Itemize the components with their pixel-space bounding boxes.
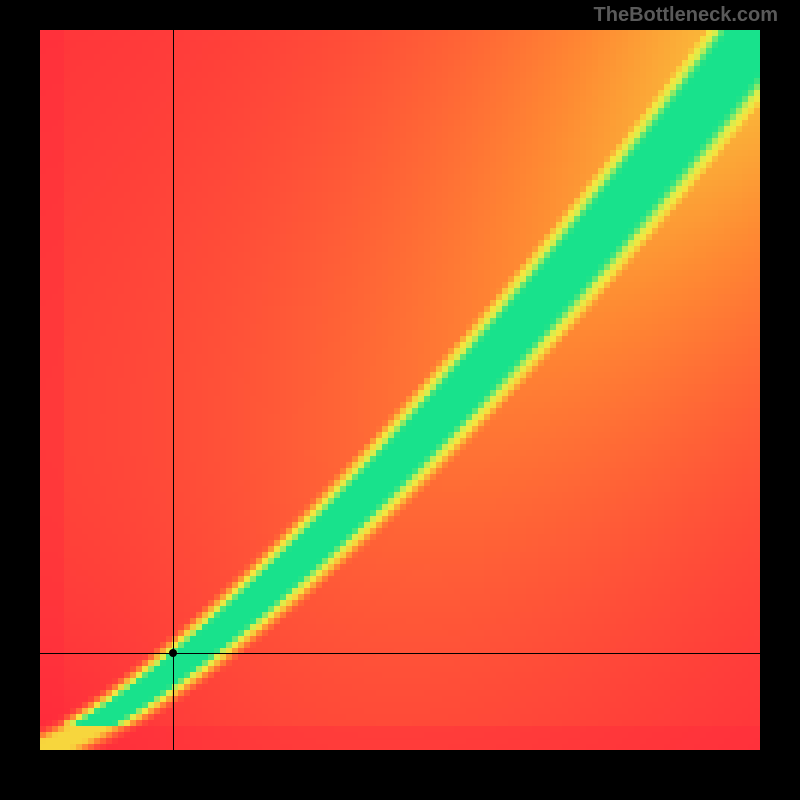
watermark-text: TheBottleneck.com	[594, 4, 778, 27]
chart-container: TheBottleneck.com	[0, 0, 800, 800]
heatmap-canvas	[40, 30, 760, 750]
data-point-marker	[169, 649, 177, 657]
crosshair-horizontal	[40, 653, 760, 654]
crosshair-vertical	[173, 30, 174, 750]
